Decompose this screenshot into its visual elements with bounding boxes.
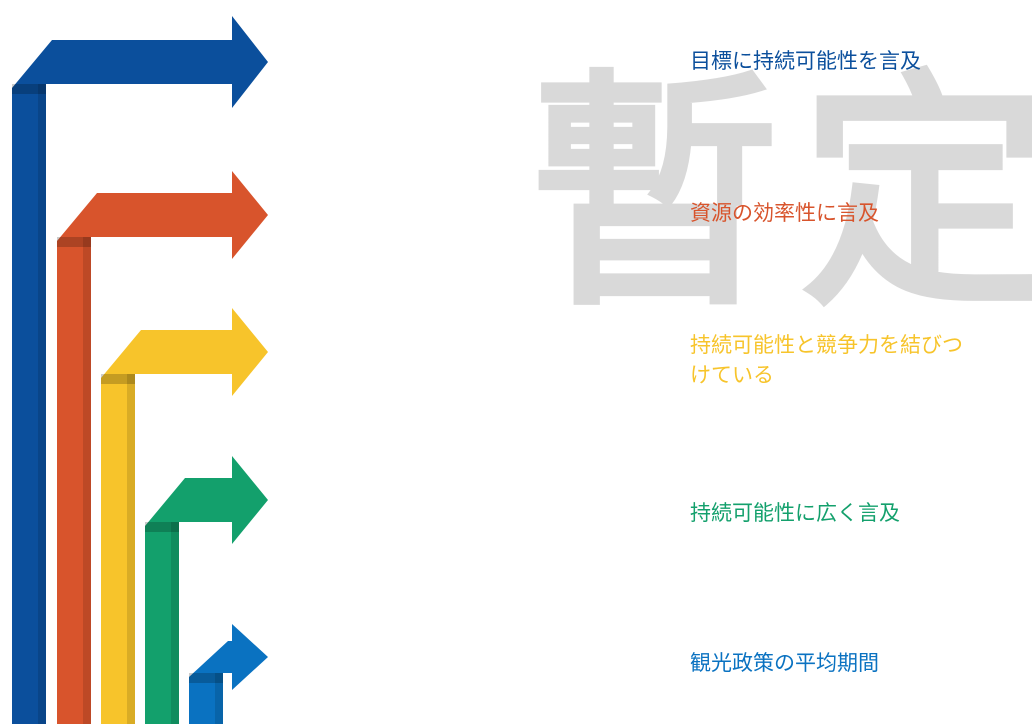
arrow-shade — [215, 673, 223, 724]
arrow-fold — [101, 374, 135, 384]
arrow — [145, 456, 268, 724]
stat-label: 持続可能性に広く言及 — [690, 501, 900, 525]
arrow — [12, 16, 268, 724]
arrow-shade — [171, 522, 179, 724]
arrow-fold — [12, 84, 46, 94]
stat-label: 観光政策の平均期間 — [690, 651, 879, 675]
arrow-fold — [145, 522, 179, 532]
arrow — [57, 171, 268, 724]
stat-label: 目標に持続可能性を言及 — [690, 49, 921, 73]
arrow-shade — [83, 237, 91, 724]
stat-label: 資源の効率性に言及 — [690, 201, 879, 225]
stat-label: 持続可能性と競争力を結びつけている — [690, 333, 963, 387]
watermark: 暫定 — [530, 49, 1032, 340]
arrow — [101, 308, 268, 724]
arrow-shade — [38, 84, 46, 724]
arrow-fold — [189, 673, 223, 683]
arrow-fold — [57, 237, 91, 247]
arrow — [189, 624, 268, 724]
arrow-shade — [127, 374, 135, 724]
